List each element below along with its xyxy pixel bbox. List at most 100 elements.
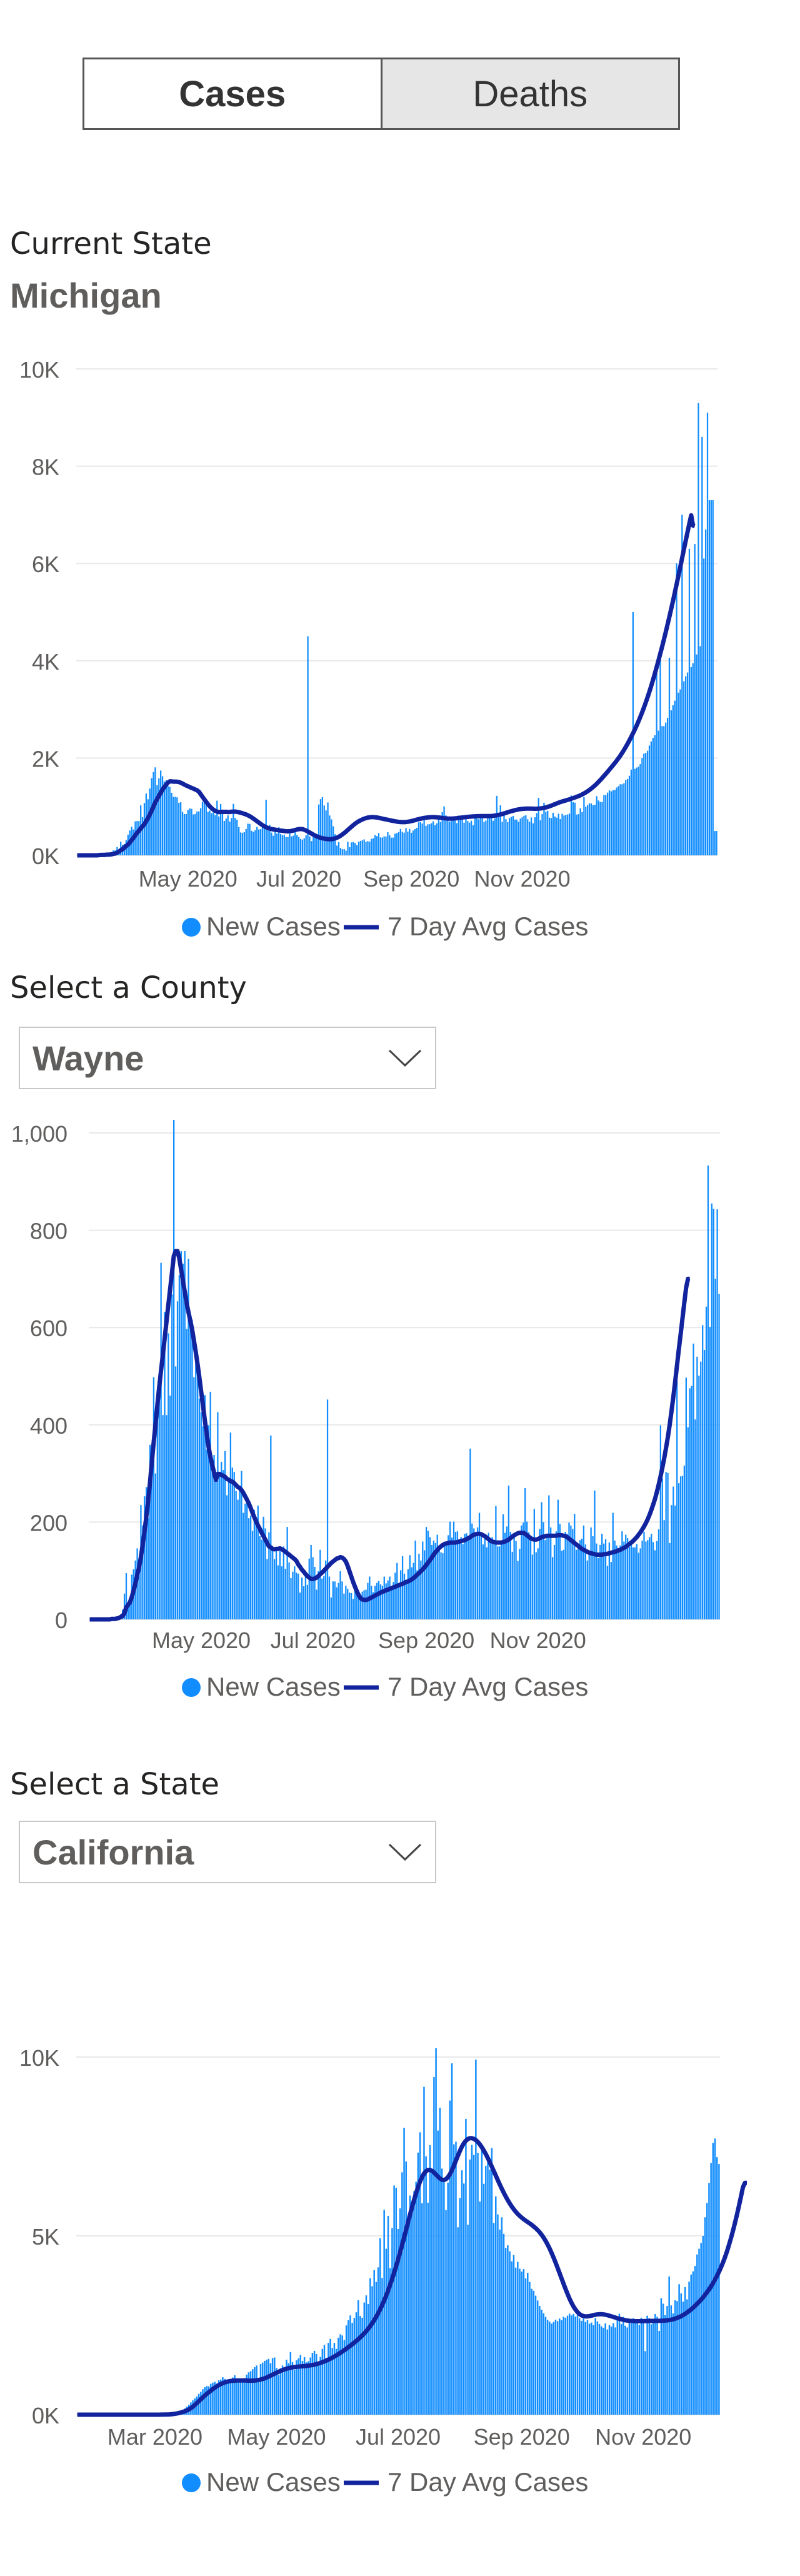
new-cases-bar[interactable] [403,2128,405,2415]
new-cases-bar[interactable] [625,780,627,855]
new-cases-bar[interactable] [257,1505,259,1619]
new-cases-bar[interactable] [583,797,585,855]
new-cases-bar[interactable] [349,1592,351,1619]
new-cases-bar[interactable] [350,1592,352,1619]
new-cases-bar[interactable] [565,815,567,855]
new-cases-bar[interactable] [636,1544,638,1619]
new-cases-bar[interactable] [291,836,292,855]
new-cases-bar[interactable] [339,848,342,855]
new-cases-bar[interactable] [163,781,166,855]
new-cases-bar[interactable] [238,2382,240,2415]
new-cases-bar[interactable] [590,803,592,855]
new-cases-bar[interactable] [341,1581,343,1619]
new-cases-bar[interactable] [596,2321,599,2415]
new-cases-bar[interactable] [194,813,196,855]
new-cases-bar[interactable] [662,2303,664,2415]
new-cases-bar[interactable] [196,811,198,855]
new-cases-bar[interactable] [138,1562,140,1619]
new-cases-bar[interactable] [554,2320,557,2415]
new-cases-bar[interactable] [239,1489,241,1619]
new-cases-bar[interactable] [654,1550,656,1619]
new-cases-bar[interactable] [418,822,420,855]
new-cases-bar[interactable] [261,1539,262,1619]
new-cases-bar[interactable] [302,1586,305,1619]
new-cases-bar[interactable] [379,2238,381,2415]
new-cases-bar[interactable] [481,816,483,855]
new-cases-bar[interactable] [670,710,672,855]
new-cases-bar[interactable] [212,812,214,855]
new-cases-bar[interactable] [582,2318,584,2415]
new-cases-bar[interactable] [259,1536,261,1619]
new-cases-bar[interactable] [499,805,501,855]
new-cases-bar[interactable] [541,1502,542,1619]
new-cases-bar[interactable] [527,2273,529,2415]
new-cases-bar[interactable] [372,1592,374,1619]
new-cases-bar[interactable] [210,2383,212,2415]
new-cases-bar[interactable] [365,2295,368,2415]
new-cases-bar[interactable] [562,1549,564,1619]
new-cases-bar[interactable] [610,2327,612,2415]
new-cases-bar[interactable] [469,822,471,855]
new-cases-bar[interactable] [689,1388,691,1619]
new-cases-bar[interactable] [596,1543,598,1619]
new-cases-bar[interactable] [171,792,172,855]
state-dropdown[interactable]: California [19,1821,436,1883]
new-cases-bar[interactable] [376,836,378,855]
new-cases-bar[interactable] [622,2317,624,2415]
new-cases-bar[interactable] [568,2313,571,2415]
new-cases-bar[interactable] [678,2284,680,2415]
seven-day-avg-line[interactable] [76,513,696,858]
new-cases-bar[interactable] [264,2360,266,2415]
new-cases-bar[interactable] [389,1576,391,1619]
new-cases-bar[interactable] [492,2223,495,2415]
new-cases-bar[interactable] [232,2377,234,2415]
new-cases-bar[interactable] [669,1542,671,1619]
new-cases-bar[interactable] [379,837,381,855]
new-cases-bar[interactable] [262,1516,264,1619]
new-cases-bar[interactable] [640,2317,642,2415]
new-cases-bar[interactable] [343,2340,346,2415]
new-cases-bar[interactable] [696,2254,698,2415]
new-cases-bar[interactable] [607,792,609,855]
new-cases-bar[interactable] [706,2203,708,2415]
new-cases-bar[interactable] [434,825,436,855]
new-cases-bar[interactable] [279,833,282,855]
new-cases-bar[interactable] [551,2323,552,2415]
new-cases-bar[interactable] [329,815,331,855]
new-cases-bar[interactable] [127,1604,129,1619]
new-cases-bar[interactable] [156,1390,158,1619]
new-cases-bar[interactable] [278,827,280,855]
new-cases-bar[interactable] [241,1471,242,1619]
new-cases-bar[interactable] [379,1584,382,1619]
new-cases-bar[interactable] [351,2323,353,2415]
new-cases-bar[interactable] [403,1573,406,1619]
new-cases-bar[interactable] [696,1356,698,1619]
new-cases-bar[interactable] [146,1487,148,1619]
new-cases-bar[interactable] [495,1506,497,1619]
new-cases-bar[interactable] [359,2316,361,2415]
new-cases-bar[interactable] [514,819,516,855]
new-cases-bar[interactable] [574,2317,577,2415]
new-cases-bar[interactable] [276,2368,278,2415]
new-cases-bar[interactable] [700,1361,702,1619]
new-cases-bar[interactable] [550,818,552,855]
new-cases-bar[interactable] [618,1551,619,1619]
new-cases-bar[interactable] [309,836,311,855]
new-cases-bar[interactable] [299,2355,301,2415]
new-cases-bar[interactable] [178,802,180,855]
new-cases-bar[interactable] [359,1596,361,1619]
new-cases-bar[interactable] [164,1312,166,1619]
new-cases-bar[interactable] [226,1495,228,1619]
new-cases-bar[interactable] [643,753,645,855]
new-cases-bar[interactable] [269,2363,272,2415]
new-cases-bar[interactable] [275,1548,278,1619]
new-cases-bar[interactable] [517,1561,519,1619]
new-cases-bar[interactable] [353,2318,356,2415]
new-cases-bar[interactable] [249,2371,252,2415]
new-cases-bar[interactable] [651,1534,652,1619]
new-cases-bar[interactable] [399,2208,401,2415]
new-cases-bar[interactable] [357,2300,359,2415]
new-cases-bar[interactable] [381,837,383,855]
new-cases-bar[interactable] [296,1572,298,1619]
new-cases-bar[interactable] [149,788,151,855]
